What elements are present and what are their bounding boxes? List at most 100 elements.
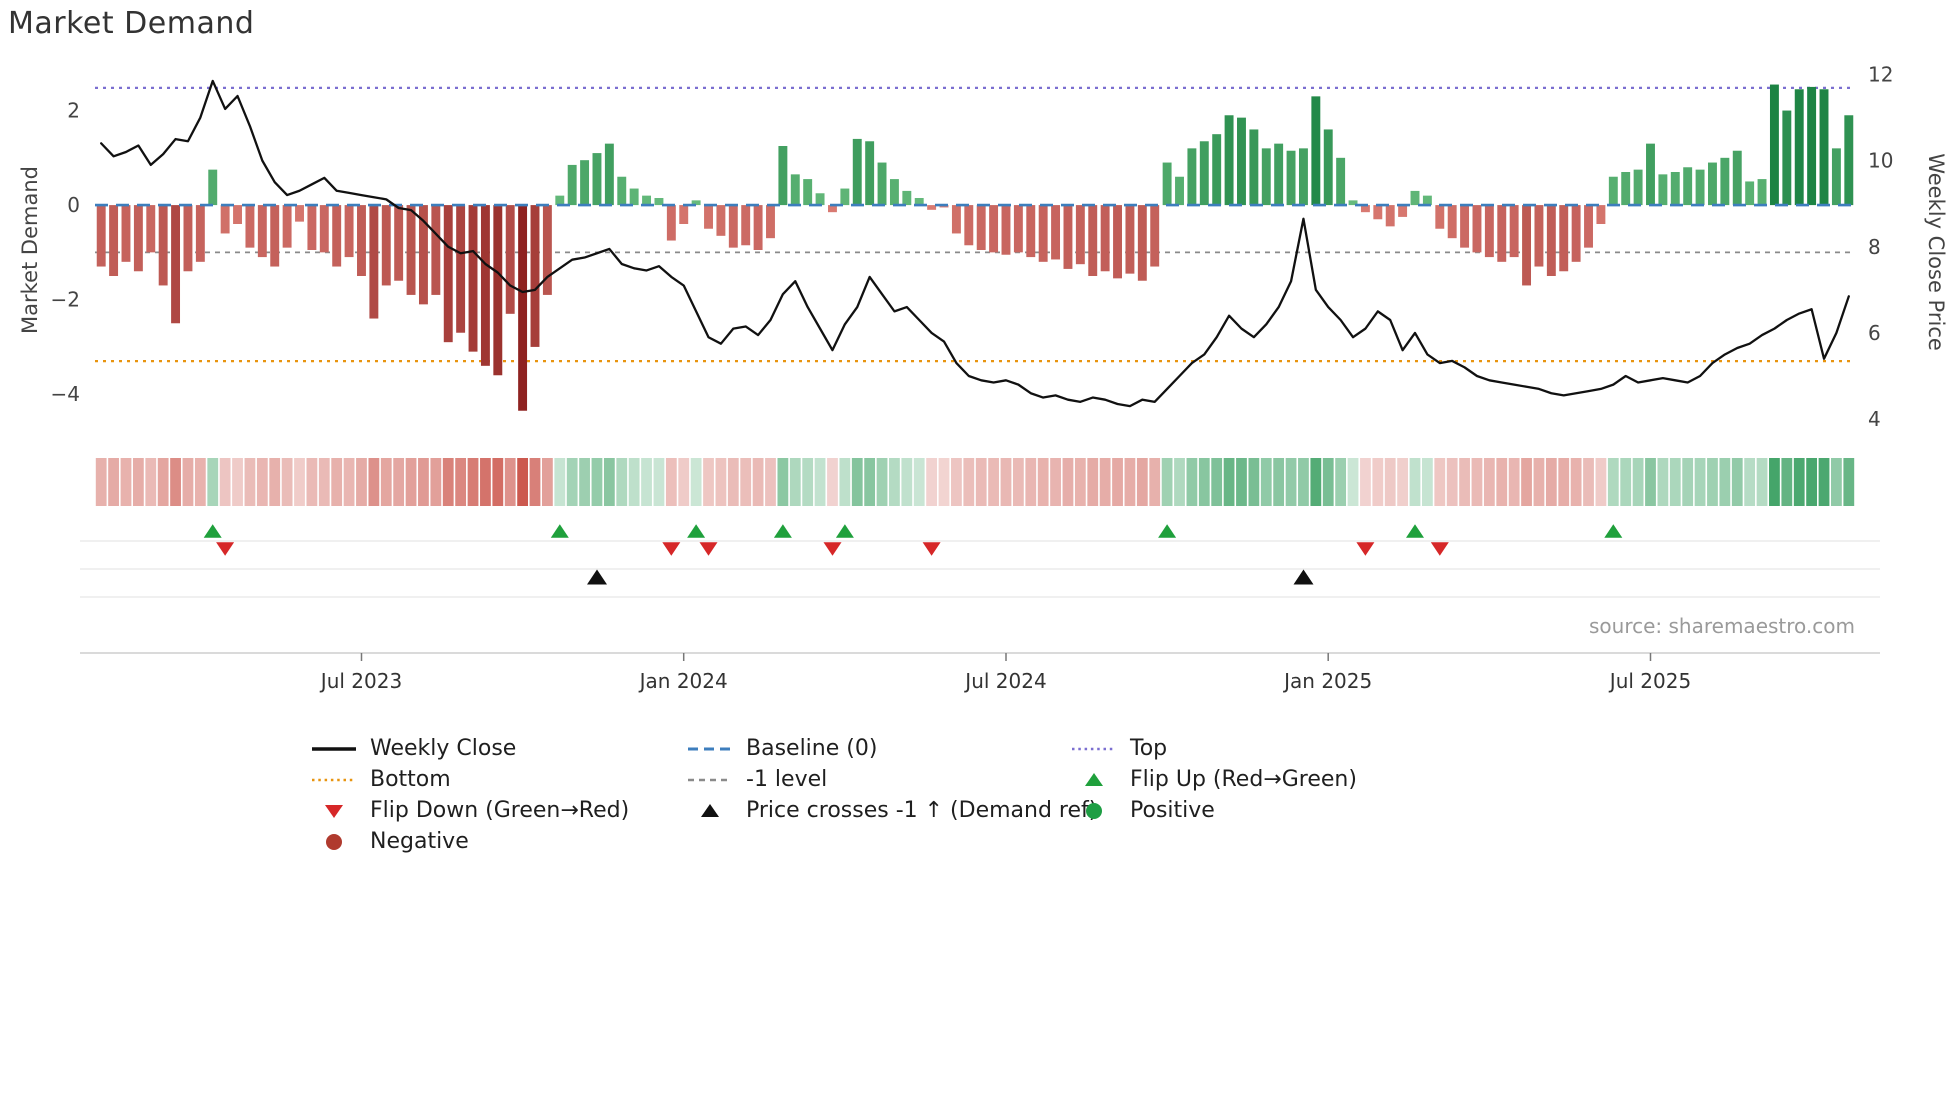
demand-bar-negative — [1125, 205, 1135, 274]
demand-bar-negative — [976, 205, 986, 250]
flip-up-marker-icon — [1406, 524, 1424, 538]
heatmap-cell — [418, 458, 429, 506]
demand-bar-negative — [1001, 205, 1011, 255]
left-axis-tick-label: 2 — [67, 99, 80, 123]
demand-bar-negative — [1559, 205, 1569, 272]
heatmap-cell — [1211, 458, 1223, 506]
demand-bar-negative — [1075, 205, 1085, 265]
legend-label: Flip Up (Red→Green) — [1130, 767, 1357, 792]
heatmap-cell — [1174, 458, 1185, 506]
legend-label: -1 level — [746, 767, 828, 792]
demand-bar-positive — [1844, 115, 1854, 206]
heatmap-cell — [1397, 458, 1408, 506]
demand-bar-positive — [815, 193, 825, 206]
demand-bar-negative — [1373, 205, 1383, 220]
heatmap-cell — [975, 458, 987, 506]
heatmap-cell — [318, 458, 330, 506]
demand-bar-positive — [790, 174, 800, 206]
demand-bar-negative — [369, 205, 379, 319]
triangle-up-icon — [1085, 773, 1103, 786]
demand-bar-positive — [1819, 89, 1829, 206]
flip-up-marker-icon — [203, 524, 222, 538]
heatmap-cell — [95, 458, 107, 506]
solid-line-icon — [312, 747, 356, 751]
legend-item-positive: Positive — [1070, 799, 1357, 823]
demand-bar-negative — [679, 205, 689, 224]
demand-bar-negative — [1509, 205, 1519, 258]
heatmap-cell — [554, 458, 566, 506]
demand-bar-negative — [1398, 205, 1408, 217]
heatmap-cell — [1099, 458, 1111, 506]
heatmap-cell — [1335, 458, 1347, 506]
demand-bar-positive — [778, 146, 788, 206]
y-axis-left: 2 0 −2 −4 — [51, 99, 80, 407]
demand-bar-positive — [1323, 129, 1333, 206]
legend-label: Negative — [370, 829, 469, 854]
right-axis-tick-label: 10 — [1868, 149, 1893, 173]
heatmap-cell — [1607, 458, 1619, 506]
demand-bar-negative — [146, 205, 156, 253]
demand-bar-positive — [877, 162, 887, 206]
heatmap-cell — [1248, 458, 1260, 506]
heatmap-cell — [442, 458, 454, 506]
heatmap-cell — [306, 458, 318, 506]
demand-bar-positive — [1212, 134, 1222, 206]
heatmap-cell — [678, 458, 690, 506]
demand-bar-negative — [1088, 205, 1098, 276]
demand-bar-negative — [1447, 205, 1457, 239]
heatmap-cell — [789, 458, 801, 506]
demand-bar-negative — [542, 205, 552, 295]
demand-bar-positive — [902, 190, 912, 206]
demand-bar-negative — [443, 205, 453, 343]
demand-bar-positive — [1175, 176, 1184, 206]
legend-label: Price crosses -1 ↑ (Demand ref) — [746, 798, 1098, 823]
heatmap-cell — [1831, 458, 1842, 506]
demand-bar-positive — [1162, 162, 1172, 206]
demand-bar-negative — [357, 205, 366, 276]
heatmap-cell — [368, 458, 380, 506]
heatmap-cell — [864, 458, 876, 506]
demand-bar-positive — [1274, 143, 1284, 206]
legend-item-bottom: Bottom — [310, 768, 629, 792]
demand-bar-positive — [1286, 150, 1296, 206]
heatmap-cell — [1236, 458, 1247, 506]
heatmap-cell — [405, 458, 417, 506]
demand-bar-negative — [1584, 205, 1593, 248]
demand-bar-negative — [1497, 205, 1507, 262]
flip-down-markers — [216, 542, 1449, 556]
heatmap-cell — [145, 458, 157, 506]
legend-column: Baseline (0) -1 level Price crosses -1 ↑ (… — [686, 737, 1097, 823]
heatmap-cell — [1025, 458, 1037, 506]
heatmap-cell — [653, 458, 665, 506]
demand-bar-negative — [828, 205, 837, 213]
heatmap-cell — [1756, 458, 1768, 506]
heatmap-cell — [1483, 458, 1495, 506]
heatmap-cell — [1310, 458, 1322, 506]
heatmap-cell — [1012, 458, 1024, 506]
heatmap-cell — [1645, 458, 1656, 506]
heatmap-cell — [1583, 458, 1594, 506]
triangle-up-icon — [701, 804, 719, 817]
legend-item-1-level: -1 level — [686, 768, 1097, 792]
heatmap-cell — [1112, 458, 1123, 506]
heatmap-cell — [1124, 458, 1136, 506]
heatmap-cell — [108, 458, 119, 506]
demand-bar-negative — [257, 205, 267, 258]
heatmap-cell — [665, 458, 677, 506]
heatmap-cell — [256, 458, 268, 506]
demand-bar-negative — [1113, 205, 1122, 279]
demand-bar-positive — [1831, 148, 1841, 206]
demand-bar-negative — [1038, 205, 1048, 262]
heatmap-cell — [1521, 458, 1532, 506]
heatmap-cell — [157, 458, 169, 506]
demand-bar-positive — [567, 164, 577, 206]
demand-bar-negative — [381, 205, 391, 286]
heatmap-cell — [913, 458, 925, 506]
legend-label: Flip Down (Green→Red) — [370, 798, 630, 823]
heatmap-cell — [467, 458, 479, 506]
demand-bar-negative — [158, 205, 168, 286]
heatmap-cell — [1620, 458, 1632, 506]
demand-bar-positive — [1410, 190, 1420, 206]
heatmap-cell — [232, 458, 243, 506]
heatmap-cell — [740, 458, 752, 506]
